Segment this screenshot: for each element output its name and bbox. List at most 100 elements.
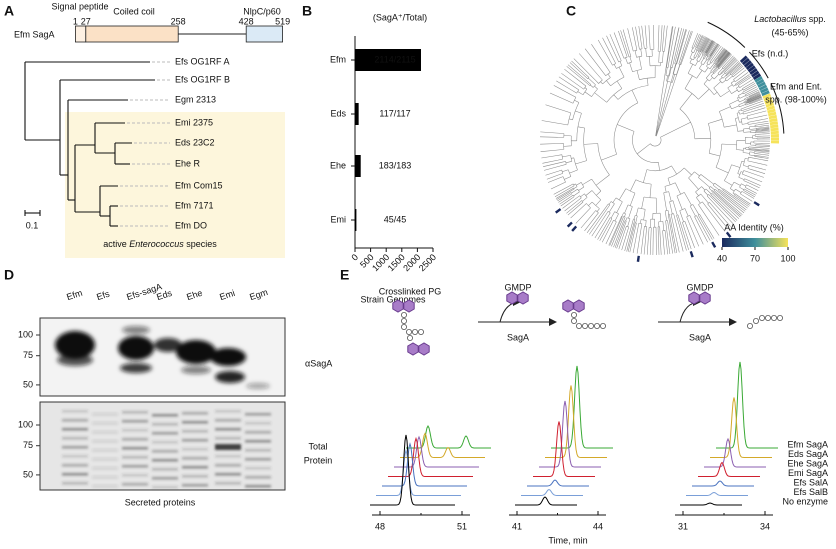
identity-mark (739, 55, 748, 63)
identity-mark (754, 76, 763, 83)
band (182, 475, 208, 478)
band (152, 414, 178, 417)
bands (62, 410, 271, 489)
band (182, 412, 208, 415)
sugar (562, 299, 574, 313)
identity-mark (764, 99, 774, 105)
y-tick-label: Ehe (330, 160, 346, 170)
clade-arc (770, 83, 785, 134)
identity-mark (760, 87, 769, 94)
trace (388, 436, 473, 477)
annotation: Efm and Ent. (770, 81, 822, 91)
legend-entry: Efs SalB (793, 487, 828, 497)
protein-name: Efm SagA (14, 29, 55, 39)
trace (545, 385, 607, 458)
amino-acid (777, 314, 784, 321)
identity-mark (711, 241, 717, 248)
band (152, 459, 178, 462)
sugar (517, 291, 529, 305)
reaction-arrow (679, 298, 701, 323)
band (122, 429, 148, 432)
leaf-label: Efs OG1RF A (175, 56, 230, 66)
residue-number: 27 (81, 16, 91, 26)
sugar (688, 291, 700, 305)
trace (716, 361, 778, 449)
trace (686, 491, 748, 496)
band (215, 371, 245, 383)
leaf-label: Eds 23C2 (175, 137, 215, 147)
band (152, 468, 178, 471)
band (92, 422, 118, 425)
band (182, 448, 208, 451)
band (62, 428, 88, 431)
residue-number: 1 (73, 16, 78, 26)
band (182, 457, 208, 460)
x-axis-title: Strain Genomes (360, 294, 426, 304)
bar (355, 49, 421, 71)
identity-mark (753, 201, 760, 207)
residue-number: 519 (275, 16, 290, 26)
band (215, 419, 241, 422)
x-tick-label: 41 (512, 521, 522, 531)
amino-acid (400, 311, 407, 318)
identity-mark (755, 78, 765, 86)
trace (521, 488, 583, 496)
y-tick-label: Eds (330, 108, 346, 118)
domain (245, 25, 283, 43)
blot-label: Protein (304, 455, 333, 465)
band (152, 477, 178, 480)
trace (680, 502, 742, 506)
band (152, 450, 178, 453)
identity-mark (758, 84, 768, 91)
band (62, 464, 88, 467)
identity-mark (765, 102, 775, 108)
band (245, 440, 271, 443)
band (152, 432, 178, 435)
identity-mark (745, 62, 754, 70)
trace (533, 421, 595, 477)
leaf-label: Efs OG1RF B (175, 74, 230, 84)
band (154, 338, 182, 352)
lane-label: Ehe (185, 288, 203, 302)
band (62, 455, 88, 458)
band (245, 476, 271, 479)
trace (698, 461, 760, 477)
band (57, 354, 93, 366)
legend-entry: Eds SagA (788, 449, 828, 459)
trace (400, 432, 485, 458)
scheme-label: GMDP (687, 282, 714, 292)
band (245, 458, 271, 461)
identity-mark (747, 65, 756, 73)
colorbar-tick-label: 40 (717, 253, 727, 263)
domain (75, 25, 87, 43)
amino-acid (411, 328, 418, 335)
band (152, 486, 178, 489)
identity-mark (741, 57, 750, 66)
annotation-genus: Lactobacillus (754, 14, 807, 24)
band (122, 456, 148, 459)
residue-number: 428 (239, 16, 254, 26)
identity-mark (761, 90, 770, 97)
trace (515, 496, 577, 506)
domain (85, 25, 179, 43)
x-tick-label: 48 (375, 521, 385, 531)
identity-mark (555, 208, 562, 214)
x-tick-label: 44 (593, 521, 603, 531)
amino-acid (759, 314, 766, 321)
x-tick-label: 2500 (417, 252, 438, 273)
band (215, 428, 241, 431)
y-tick-label: Efm (330, 54, 346, 64)
amino-acid (771, 314, 778, 321)
amino-acid (594, 322, 601, 329)
domain-label: Signal peptide (51, 1, 108, 11)
value-label: 2114/2115 (374, 54, 415, 64)
legend-entry: Emi SagA (788, 468, 828, 478)
band (152, 423, 178, 426)
amino-acid (400, 323, 407, 330)
scheme-label: Crosslinked PG (379, 286, 442, 296)
clade-label-part: active (103, 239, 129, 249)
trace (551, 365, 613, 449)
identity-mark (571, 225, 578, 232)
amino-acid (417, 328, 424, 335)
